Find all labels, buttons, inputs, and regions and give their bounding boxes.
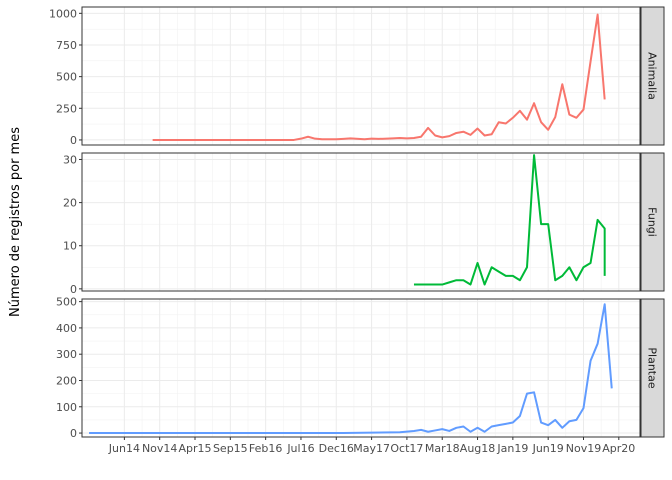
y-tick-label: 400 [56,322,77,335]
x-tick-label: Jun19 [532,442,564,455]
panel-border [81,152,641,292]
x-tick-label: Aug18 [460,442,495,455]
x-tick-label: Feb16 [249,442,282,455]
y-tick-label: 500 [56,71,77,84]
panel-border [81,298,641,438]
panel-background [82,299,640,437]
y-tick-label: 250 [56,102,77,115]
x-tick-label: Apr15 [178,442,211,455]
x-tick-label: Jul16 [286,442,314,455]
y-axis-label: Número de registros por mes [8,127,23,317]
x-tick-label: Mar18 [425,442,460,455]
x-tick-label: Nov19 [566,442,601,455]
x-tick-label: Sep15 [213,442,248,455]
series-line-fungi [413,154,606,286]
panel-border [81,6,641,146]
x-tick-label: Oct17 [390,442,423,455]
y-tick-label: 1000 [49,7,77,20]
x-tick-label: Dec16 [319,442,354,455]
y-tick-label: 0 [70,134,77,147]
panel-background [82,153,640,291]
y-tick-label: 300 [56,348,77,361]
x-axis: Jun14 Nov14 Apr15 Sep15 Feb16 Jul16 Dec16 May17… [108,437,635,455]
facet-strip-label: Animalia [646,52,659,100]
panel-fungi: 0 10 20 30 Fungi [63,152,665,296]
facet-strip [640,6,665,146]
facet-strip-label: Plantae [646,347,659,388]
x-tick-label: Nov14 [142,442,177,455]
facet-strip [640,152,665,292]
y-tick-label: 750 [56,39,77,52]
x-tick-label: Jun14 [108,442,140,455]
series-line-plantae [89,303,613,435]
x-tick-label: Jan19 [496,442,528,455]
panel-plantae: 0 100 200 300 400 500 Plantae [56,296,665,440]
facet-strip-label: Fungi [646,207,659,237]
facet-strip [640,298,665,438]
y-tick-label: 100 [56,401,77,414]
series-line-animalia [152,13,606,141]
y-tick-label: 200 [56,374,77,387]
y-tick-label: 30 [63,153,77,166]
x-tick-label: Apr20 [602,442,635,455]
y-tick-label: 20 [63,197,77,210]
y-tick-label: 0 [70,283,77,296]
y-tick-label: 0 [70,427,77,440]
panel-background [82,7,640,145]
x-tick-label: May17 [353,442,390,455]
y-tick-label: 10 [63,240,77,253]
y-tick-label: 500 [56,296,77,309]
panel-animalia: 0 250 500 750 1000 Animalia [49,6,665,147]
